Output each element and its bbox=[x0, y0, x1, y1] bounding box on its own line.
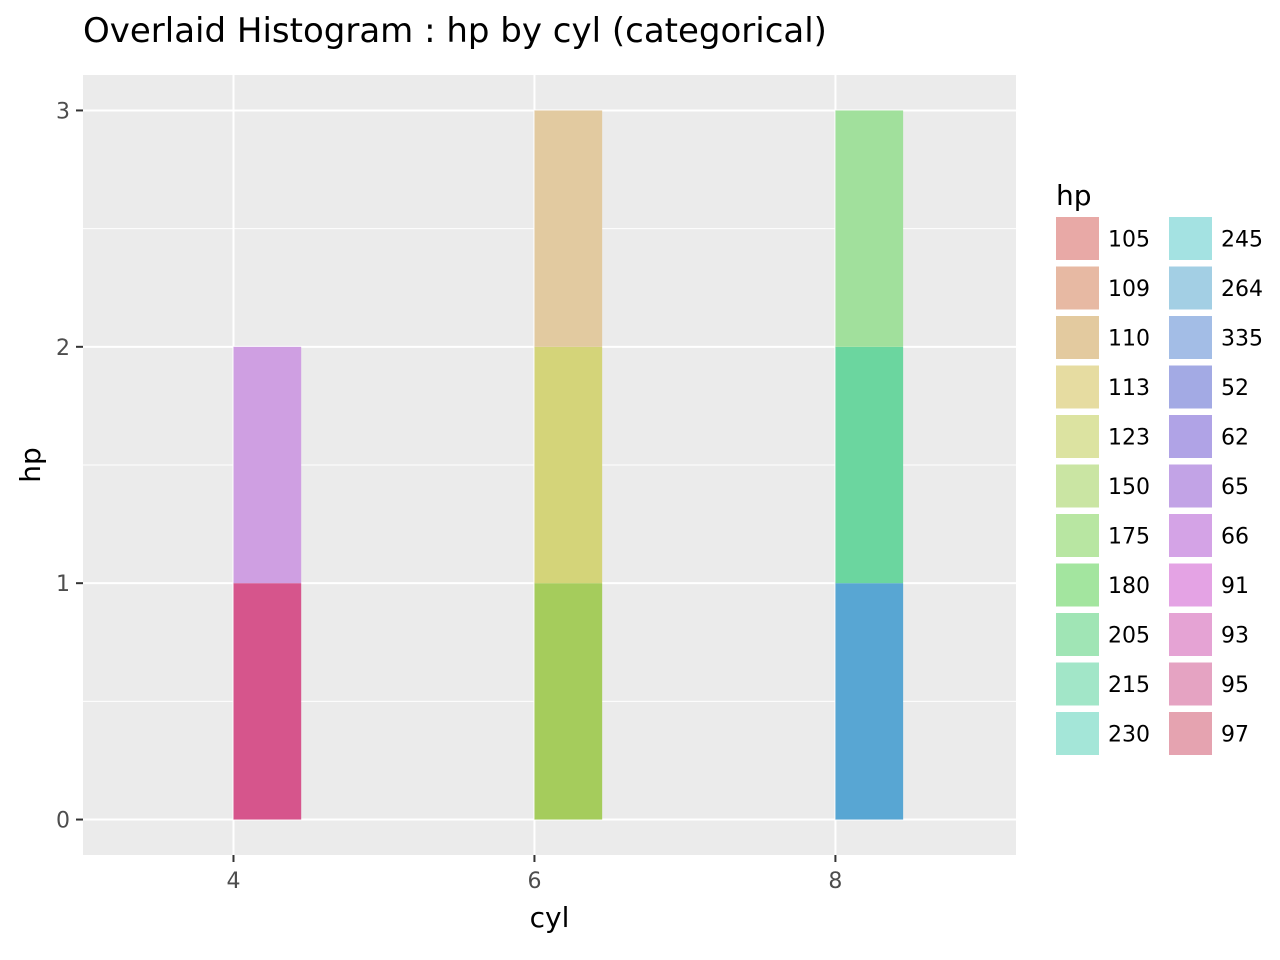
legend-key bbox=[1056, 365, 1099, 409]
legend-title: hp bbox=[1056, 179, 1092, 212]
y-axis-title: hp bbox=[14, 447, 47, 483]
legend-key bbox=[1169, 365, 1212, 409]
legend-key bbox=[1056, 514, 1099, 557]
y-tick-label: 3 bbox=[56, 99, 70, 124]
legend-key bbox=[1169, 662, 1212, 706]
legend-key bbox=[1169, 316, 1212, 359]
legend-label: 264 bbox=[1221, 277, 1263, 302]
bar-segment bbox=[233, 346, 302, 584]
legend-items: 105 109 110 113 123 150 175 180 205 215 230 245 264 3… bbox=[1056, 217, 1263, 755]
x-tick-label: 4 bbox=[226, 869, 240, 894]
legend-key bbox=[1169, 514, 1212, 557]
legend-label: 97 bbox=[1221, 723, 1249, 748]
legend-label: 335 bbox=[1221, 327, 1263, 352]
x-axis: 4 6 8 bbox=[226, 855, 842, 894]
legend-label: 109 bbox=[1108, 277, 1150, 302]
legend-key bbox=[1056, 613, 1099, 656]
bar-segment bbox=[534, 110, 603, 347]
legend-key bbox=[1056, 464, 1099, 508]
x-axis-title: cyl bbox=[530, 901, 570, 934]
y-tick-label: 2 bbox=[56, 336, 70, 361]
legend-key bbox=[1169, 217, 1212, 260]
legend-key bbox=[1169, 415, 1212, 458]
legend-label: 123 bbox=[1108, 426, 1150, 451]
legend: hp 105 109 110 113 123 150 175 180 205 215 230 245 2… bbox=[1056, 179, 1263, 755]
legend-label: 66 bbox=[1221, 525, 1249, 550]
legend-label: 110 bbox=[1108, 327, 1150, 352]
legend-key bbox=[1169, 613, 1212, 656]
legend-key bbox=[1056, 415, 1099, 458]
chart-title: Overlaid Histogram : hp by cyl (categori… bbox=[83, 11, 827, 51]
legend-key bbox=[1169, 266, 1212, 310]
legend-label: 205 bbox=[1108, 624, 1150, 649]
legend-label: 215 bbox=[1108, 673, 1150, 698]
legend-key bbox=[1169, 712, 1212, 755]
legend-label: 105 bbox=[1108, 228, 1150, 253]
bar-segment bbox=[534, 583, 603, 820]
legend-key bbox=[1056, 217, 1099, 260]
bars bbox=[233, 110, 904, 820]
legend-key bbox=[1056, 712, 1099, 755]
y-axis: 0 1 2 3 bbox=[56, 99, 83, 834]
legend-label: 150 bbox=[1108, 475, 1150, 500]
y-tick-label: 1 bbox=[56, 572, 70, 597]
legend-key bbox=[1169, 464, 1212, 508]
legend-label: 175 bbox=[1108, 525, 1150, 550]
legend-label: 62 bbox=[1221, 426, 1249, 451]
legend-label: 91 bbox=[1221, 574, 1249, 599]
legend-label: 93 bbox=[1221, 624, 1249, 649]
bar-segment bbox=[835, 346, 904, 584]
bar-segment bbox=[835, 110, 904, 347]
legend-key bbox=[1056, 662, 1099, 706]
bar-segment bbox=[835, 583, 904, 820]
bar-segment bbox=[534, 346, 603, 584]
legend-label: 113 bbox=[1108, 376, 1150, 401]
legend-key bbox=[1169, 563, 1212, 607]
legend-key bbox=[1056, 266, 1099, 310]
legend-label: 180 bbox=[1108, 574, 1150, 599]
legend-label: 52 bbox=[1221, 376, 1249, 401]
x-tick-label: 6 bbox=[527, 869, 541, 894]
legend-label: 65 bbox=[1221, 475, 1249, 500]
y-tick-label: 0 bbox=[56, 809, 70, 834]
legend-label: 245 bbox=[1221, 228, 1263, 253]
legend-label: 230 bbox=[1108, 723, 1150, 748]
x-tick-label: 8 bbox=[828, 869, 842, 894]
legend-key bbox=[1056, 316, 1099, 359]
legend-label: 95 bbox=[1221, 673, 1249, 698]
legend-key bbox=[1056, 563, 1099, 607]
bar-segment bbox=[233, 583, 302, 820]
